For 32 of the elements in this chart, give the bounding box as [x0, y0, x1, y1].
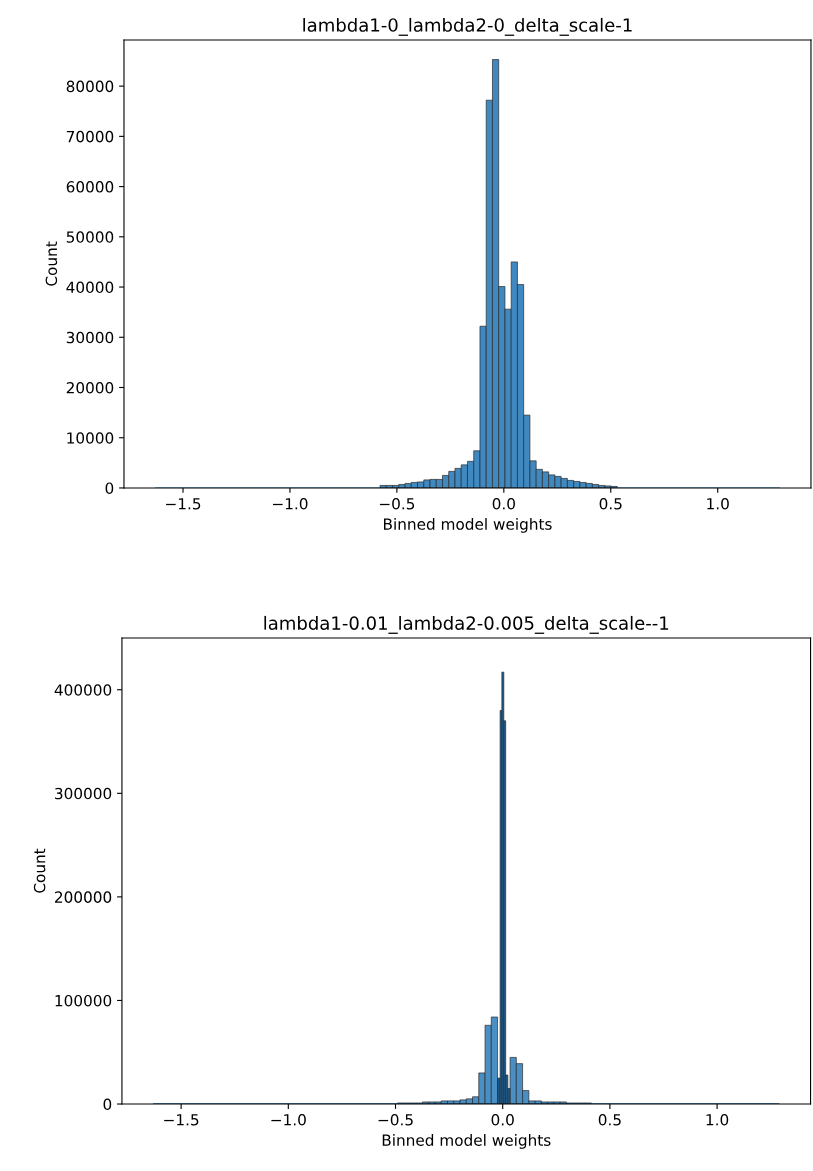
- x-tick-label: −1.5: [166, 498, 201, 510]
- y-tick-label: 80000: [66, 80, 114, 93]
- y-tick-label: 300000: [55, 787, 112, 800]
- y-tick-label: 10000: [67, 432, 114, 444]
- x-tick-label: 1.0: [707, 497, 729, 510]
- y-tick-label: 30000: [66, 331, 114, 344]
- y-tick-label: 50000: [66, 231, 114, 243]
- x-tick-label: −1.0: [273, 497, 308, 510]
- chart-title: lambda1-0.01_lambda2-0.005_delta_scale--1: [264, 615, 669, 634]
- x-tick-label: −1.5: [164, 1114, 199, 1126]
- x-tick-label: 0.5: [598, 1114, 621, 1126]
- x-tick-label: −0.5: [378, 1114, 413, 1126]
- y-tick-label: 400000: [54, 684, 112, 696]
- y-axis-title: Count: [33, 848, 46, 893]
- y-tick-label: 40000: [66, 281, 114, 294]
- y-tick-label: 20000: [66, 381, 114, 394]
- chart-title: lambda1-0_lambda2-0_delta_scale-1: [303, 17, 632, 36]
- y-tick-label: 0: [105, 482, 114, 494]
- y-tick-label: 100000: [55, 994, 112, 1007]
- y-axis-title: Count: [45, 241, 58, 286]
- x-tick-label: 0.5: [599, 497, 622, 510]
- x-tick-label: 0.0: [491, 1114, 514, 1126]
- x-tick-label: −0.5: [379, 497, 415, 510]
- x-axis-title: Binned model weights: [384, 518, 552, 533]
- y-tick-label: 60000: [66, 181, 114, 193]
- x-tick-label: −1.0: [271, 1114, 306, 1126]
- x-axis-title: Binned model weights: [382, 1134, 551, 1149]
- y-tick-label: 0: [103, 1098, 112, 1111]
- y-tick-label: 70000: [66, 130, 114, 143]
- y-tick-label: 200000: [55, 891, 112, 903]
- x-tick-label: 1.0: [706, 1114, 729, 1126]
- x-tick-label: 0.0: [492, 497, 515, 510]
